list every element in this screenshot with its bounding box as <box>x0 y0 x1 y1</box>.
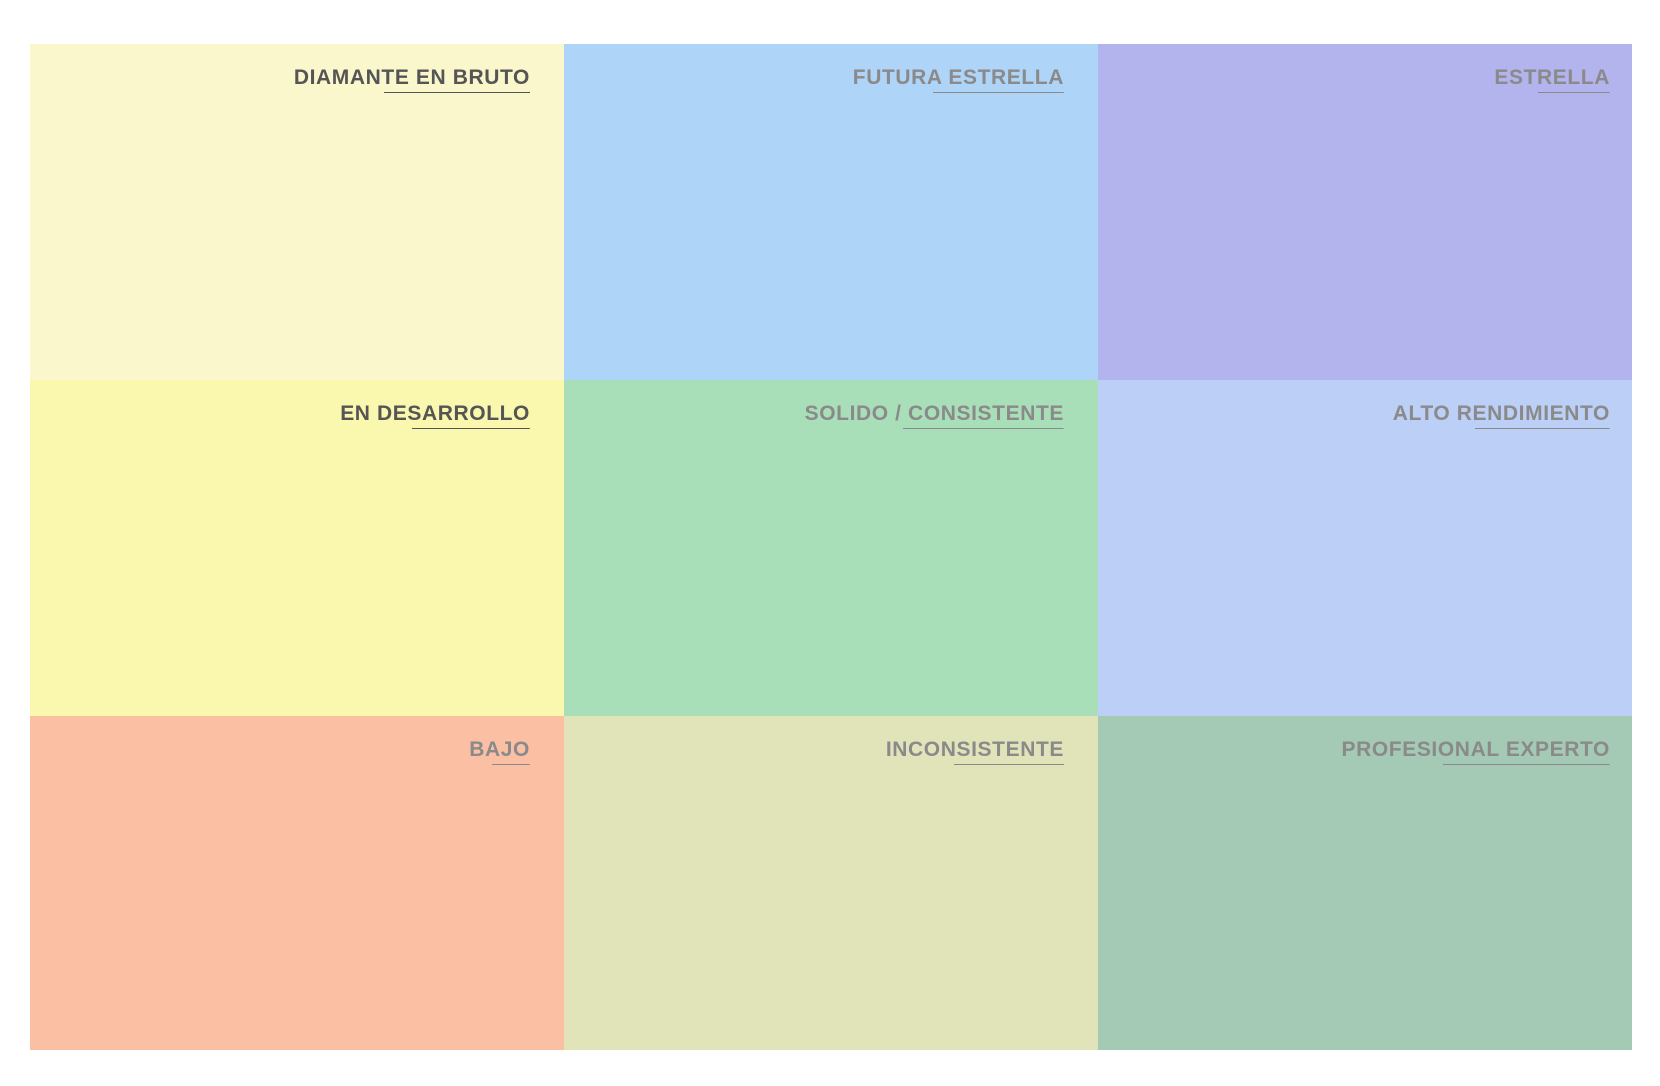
cell-solido-consistente: SOLIDO / CONSISTENTE <box>564 380 1098 716</box>
cell-estrella: ESTRELLA <box>1098 44 1632 380</box>
cell-diamante-en-bruto: DIAMANTE EN BRUTO <box>30 44 564 380</box>
cell-label: ESTRELLA <box>1494 66 1610 93</box>
cell-inconsistente: INCONSISTENTE <box>564 716 1098 1050</box>
cell-alto-rendimiento: ALTO RENDIMIENTO <box>1098 380 1632 716</box>
cell-profesional-experto: PROFESIONAL EXPERTO <box>1098 716 1632 1050</box>
cell-label: BAJO <box>469 738 530 765</box>
cell-label: ALTO RENDIMIENTO <box>1392 402 1610 429</box>
cell-label: EN DESARROLLO <box>340 402 530 429</box>
cell-label: DIAMANTE EN BRUTO <box>293 66 530 93</box>
cell-label: PROFESIONAL EXPERTO <box>1341 738 1610 765</box>
cell-futura-estrella: FUTURA ESTRELLA <box>564 44 1098 380</box>
cell-bajo: BAJO <box>30 716 564 1050</box>
nine-box-matrix: DIAMANTE EN BRUTO FUTURA ESTRELLA ESTREL… <box>30 44 1632 1050</box>
cell-label: SOLIDO / CONSISTENTE <box>804 402 1064 429</box>
cell-label: INCONSISTENTE <box>885 738 1064 765</box>
cell-label: FUTURA ESTRELLA <box>852 66 1064 93</box>
cell-en-desarrollo: EN DESARROLLO <box>30 380 564 716</box>
